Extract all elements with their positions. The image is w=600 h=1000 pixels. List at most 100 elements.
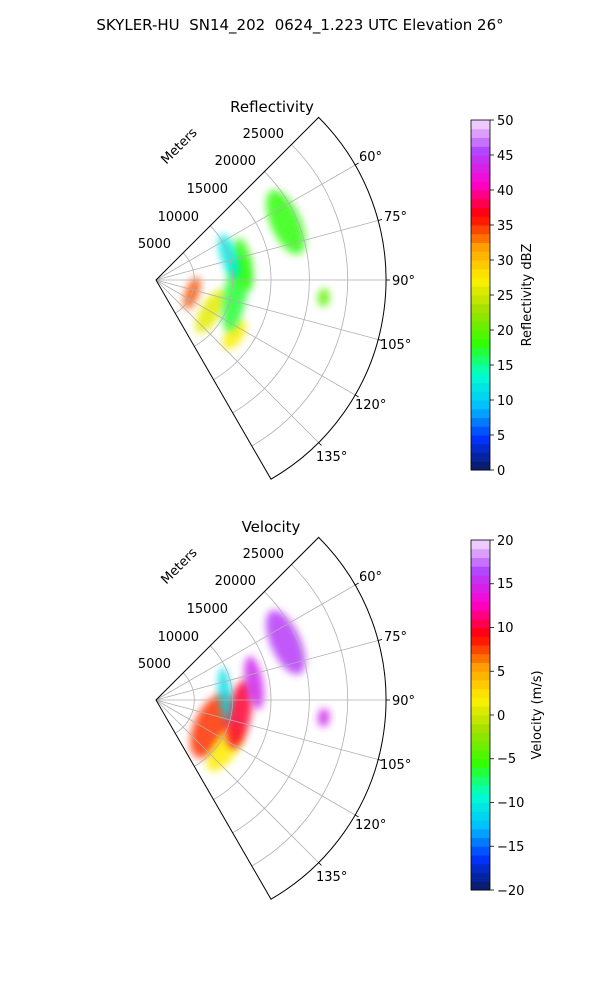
colorbar-segment: [471, 286, 490, 296]
colorbar-segment: [471, 128, 490, 138]
azimuth-tick: [354, 162, 359, 166]
colorbar-segment: [471, 137, 490, 147]
colorbar-segment: [471, 163, 490, 173]
azimuth-tick: [354, 582, 359, 586]
colorbar-segment: [471, 190, 490, 200]
colorbar-segment: [471, 802, 490, 812]
reflectivity-r-tick: 5000: [138, 237, 171, 252]
velocity-colorbar-tick: 10: [497, 621, 514, 636]
reflectivity-colorbar-ticks: [490, 119, 494, 471]
velocity-colorbar-tick: −10: [497, 796, 524, 811]
colorbar-segment: [471, 452, 490, 462]
colorbar-segment: [471, 557, 490, 567]
echo-region: [317, 288, 330, 307]
range-ring: [251, 564, 349, 867]
reflectivity-theta-tick: 75°: [384, 210, 407, 225]
velocity-colorbar-fill: [471, 540, 490, 891]
colorbar-segment: [471, 207, 490, 217]
colorbar-segment: [471, 872, 490, 882]
velocity-theta-tick-labels: 60° 75° 90° 105° 120° 135°: [316, 570, 415, 885]
colorbar-segment: [471, 120, 490, 130]
colorbar-segment: [471, 645, 490, 655]
figure-title: SKYLER-HU SN14_202 0624_1.223 UTC Elevat…: [96, 16, 504, 34]
colorbar-segment: [471, 697, 490, 707]
velocity-grid: [155, 536, 390, 900]
sector-outline: [155, 116, 387, 480]
reflectivity-colorbar-tick: 25: [497, 289, 514, 304]
colorbar-segment: [471, 382, 490, 392]
colorbar-segment: [471, 330, 490, 340]
velocity-theta-tick: 135°: [316, 870, 347, 885]
azimuth-tick: [378, 639, 383, 641]
azimuth-spoke: [155, 220, 379, 281]
reflectivity-theta-tick: 60°: [359, 150, 382, 165]
velocity-r-tick-labels: 5000 10000 15000 20000 25000: [138, 547, 284, 672]
velocity-colorbar-tick: 15: [497, 577, 514, 592]
azimuth-spoke: [155, 699, 319, 863]
colorbar-segment: [471, 688, 490, 698]
colorbar-segment: [471, 312, 490, 322]
range-ring: [251, 144, 349, 447]
reflectivity-theta-tick: 105°: [380, 338, 411, 353]
colorbar-segment: [471, 741, 490, 751]
azimuth-spoke: [155, 279, 379, 340]
echo-region: [244, 656, 264, 710]
colorbar-segment: [471, 277, 490, 287]
velocity-colorbar-tick: −15: [497, 840, 524, 855]
azimuth-spoke: [155, 699, 356, 816]
reflectivity-panel: Reflectivity Meters 5000 10000 15000 200…: [138, 98, 535, 480]
range-ring: [174, 252, 195, 314]
colorbar-segment: [471, 225, 490, 235]
velocity-r-tick: 15000: [187, 602, 228, 617]
colorbar-segment: [471, 356, 490, 366]
velocity-panel: Velocity Meters 5000 10000 15000 20000 2…: [138, 518, 545, 900]
colorbar-segment: [471, 373, 490, 383]
range-ring: [194, 225, 234, 347]
reflectivity-r-tick-labels: 5000 10000 15000 20000 25000: [138, 127, 284, 252]
colorbar-segment: [471, 785, 490, 795]
reflectivity-theta-tick: 135°: [316, 450, 347, 465]
colorbar-segment: [471, 181, 490, 191]
velocity-r-tick: 5000: [138, 657, 171, 672]
colorbar-segment: [471, 146, 490, 156]
colorbar-segment: [471, 461, 490, 471]
colorbar-segment: [471, 820, 490, 830]
colorbar-segment: [471, 172, 490, 182]
colorbar-segment: [471, 811, 490, 821]
range-ring: [213, 198, 272, 380]
range-ring: [194, 645, 234, 767]
colorbar-segment: [471, 575, 490, 585]
velocity-r-tick: 10000: [158, 630, 199, 645]
colorbar-segment: [471, 566, 490, 576]
velocity-colorbar-tick: −20: [497, 884, 524, 899]
colorbar-segment: [471, 627, 490, 637]
azimuth-tick: [354, 814, 359, 818]
velocity-colorbar-tick: 20: [497, 534, 514, 549]
reflectivity-grid: [155, 116, 390, 480]
colorbar-segment: [471, 400, 490, 410]
colorbar-segment: [471, 881, 490, 891]
reflectivity-r-tick: 25000: [243, 127, 284, 142]
range-ring: [213, 618, 272, 800]
reflectivity-theta-tick-labels: 60° 75° 90° 105° 120° 135°: [316, 150, 415, 465]
echo-region: [266, 190, 306, 255]
reflectivity-theta-tick: 120°: [355, 398, 386, 413]
azimuth-tick: [318, 442, 322, 446]
reflectivity-r-tick: 15000: [187, 182, 228, 197]
reflectivity-colorbar-label: Reflectivity dBZ: [520, 244, 535, 347]
velocity-colorbar-tick: −5: [497, 752, 516, 767]
colorbar-segment: [471, 846, 490, 856]
colorbar-segment: [471, 793, 490, 803]
colorbar-segment: [471, 636, 490, 646]
azimuth-spoke: [155, 584, 356, 701]
velocity-colorbar-tick: 0: [497, 709, 505, 724]
colorbar-segment: [471, 216, 490, 226]
reflectivity-colorbar-fill: [471, 120, 490, 471]
colorbar-segment: [471, 863, 490, 873]
velocity-theta-tick: 105°: [380, 758, 411, 773]
echo-region: [317, 708, 330, 727]
colorbar-segment: [471, 750, 490, 760]
echo-region: [266, 610, 306, 675]
colorbar-segment: [471, 408, 490, 418]
